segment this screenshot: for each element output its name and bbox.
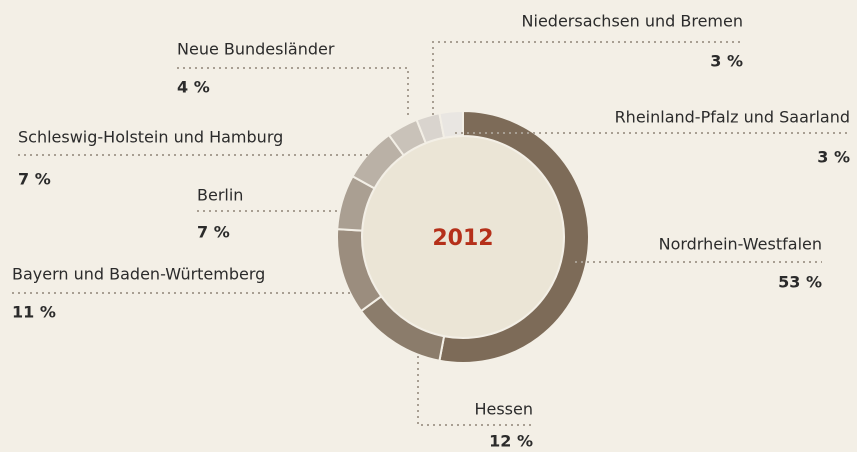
center-label: 2012 (432, 226, 493, 251)
value-label: 11 % (12, 303, 56, 322)
category-label: Schleswig-Holstein und Hamburg (18, 128, 283, 147)
value-label: 53 % (778, 273, 822, 292)
category-label: Hessen (474, 400, 533, 419)
value-label: 4 % (177, 78, 210, 97)
category-label: Bayern und Baden-Würtemberg (12, 265, 265, 284)
value-label: 3 % (710, 52, 743, 71)
donut-segment (438, 109, 464, 139)
category-label: Nordrhein-Westfalen (659, 235, 822, 254)
value-label: 7 % (18, 170, 51, 189)
category-label: Berlin (197, 186, 243, 205)
value-label: 3 % (817, 148, 850, 167)
value-label: 12 % (489, 432, 533, 451)
category-label: Rheinland-Pfalz und Saarland (615, 108, 850, 127)
category-label: Niedersachsen und Bremen (522, 12, 743, 31)
leader-line (432, 41, 743, 115)
donut-center (363, 137, 563, 337)
leader-line (177, 67, 409, 118)
leader-line (417, 356, 533, 426)
value-label: 7 % (197, 223, 230, 242)
category-label: Neue Bundesländer (177, 40, 335, 59)
